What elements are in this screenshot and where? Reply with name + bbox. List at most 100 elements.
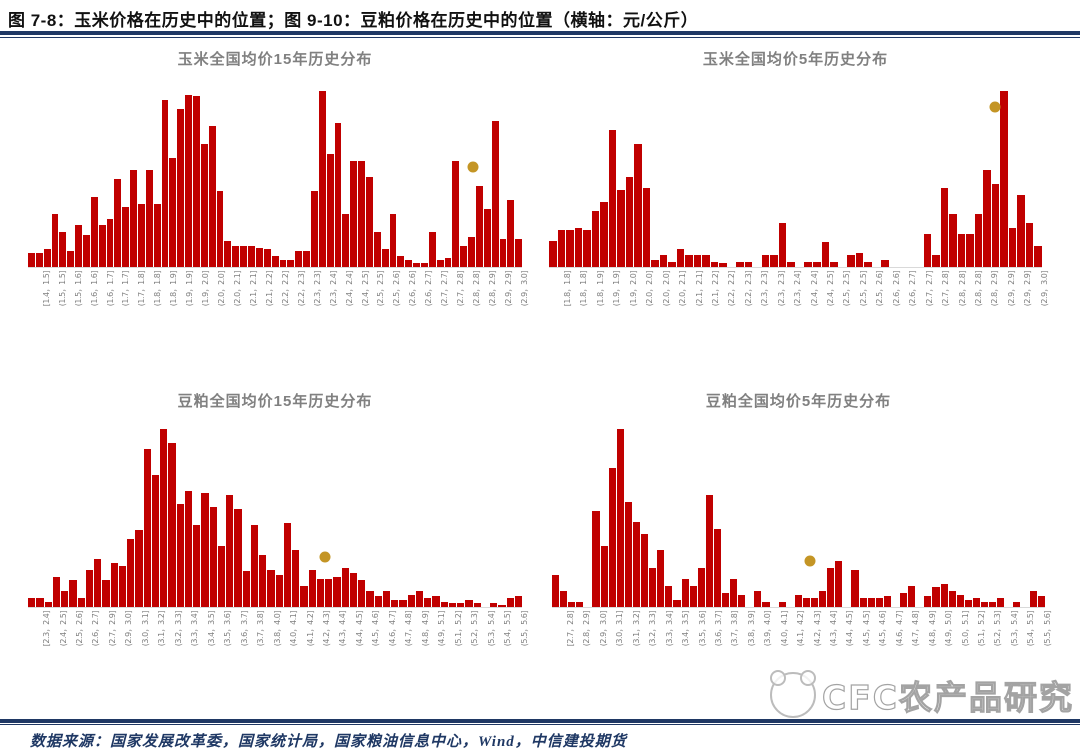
histogram-bar <box>744 261 753 267</box>
x-axis-tick-label: (3.3，3.4] <box>664 611 674 647</box>
histogram-bar <box>1029 590 1037 607</box>
histogram-bar <box>475 186 483 267</box>
histogram-bar <box>325 578 333 607</box>
histogram-bar <box>279 259 287 267</box>
x-axis-tick-label: (2.5，2.5] <box>376 271 386 307</box>
x-axis-tick-label: (5.4，5.5] <box>503 611 513 647</box>
x-axis-tick-label: (4.7，4.8] <box>404 611 414 647</box>
histogram-bar <box>1037 596 1045 607</box>
x-axis-tick-label: (5.0，5.1] <box>960 611 970 647</box>
histogram-bar <box>491 120 499 267</box>
histogram-bar <box>365 177 373 267</box>
histogram-bar <box>143 448 151 607</box>
histogram-bar <box>341 567 349 607</box>
x-axis-tick-label: (2.5，2.6] <box>392 271 402 307</box>
x-axis-tick-label: (1.6，1.6] <box>89 271 99 307</box>
histogram-bar <box>634 143 642 267</box>
histogram-bar <box>583 230 591 267</box>
histogram-bar <box>405 259 413 267</box>
histogram-bar <box>557 230 566 267</box>
x-axis-tick-label: (5.3，5.4] <box>486 611 496 647</box>
histogram-bar <box>209 507 217 607</box>
histogram-bar <box>710 261 719 267</box>
histogram-bar <box>549 240 557 267</box>
histogram-bar <box>721 592 730 607</box>
histogram-bar <box>498 605 506 607</box>
x-axis-tick-label: (1.7，1.8] <box>137 271 147 307</box>
histogram-bar <box>665 585 673 607</box>
x-axis-tick-label: (4.2，4.3] <box>322 611 332 647</box>
x-axis-tick-label: (3.2，3.3] <box>173 611 183 647</box>
chart-soymeal-15y: 豆粕全国均价15年历史分布 [2.3，2.4] (2.4，2.5] (2.5，2.6… <box>28 390 529 708</box>
x-axis-tick-label: (2.4，2.5] <box>360 271 370 307</box>
histogram-bar <box>957 233 966 267</box>
x-axis-tick-label: (2.1，2.2] <box>265 271 275 307</box>
histogram-bar <box>160 429 168 607</box>
histogram-bar <box>514 596 522 607</box>
x-axis-tick-label: (2.4，2.4] <box>344 271 354 307</box>
histogram-bar <box>248 245 255 267</box>
histogram-bar <box>232 245 240 267</box>
x-axis-tick-label: (3.5，3.6] <box>223 611 233 647</box>
page-title: 图 7-8：玉米价格在历史中的位置；图 9-10：豆粕价格在历史中的位置（横轴：… <box>8 11 699 30</box>
histogram-bar <box>940 583 948 607</box>
histogram-bar <box>465 599 473 607</box>
x-axis-tick-label: (4.5，4.5] <box>862 611 872 647</box>
x-axis-tick-label: (2.9，3.0] <box>599 611 609 647</box>
histogram-bar <box>83 235 90 267</box>
histogram-bar <box>989 601 997 607</box>
x-axis-tick-label: (2.0，2.1] <box>233 271 243 307</box>
histogram-bar <box>659 254 668 267</box>
histogram-bar <box>389 214 397 267</box>
histogram-bar <box>75 224 83 267</box>
histogram-bar <box>413 263 420 267</box>
histogram-bar <box>151 475 159 607</box>
histogram-bar <box>407 594 415 607</box>
x-axis-tick-label: (4.1，4.2] <box>796 611 806 647</box>
histogram-bar <box>382 590 390 607</box>
histogram-bar <box>983 170 991 267</box>
x-axis-tick-label: (2.2，2.2] <box>727 271 737 307</box>
histogram-bar <box>794 594 802 607</box>
x-axis-tick-label: (4.6，4.7] <box>388 611 398 647</box>
histogram-bar <box>69 580 77 607</box>
histogram-bar <box>657 550 665 607</box>
histogram-bar <box>420 263 428 267</box>
x-axis-tick-label: (4.1，4.2] <box>305 611 315 647</box>
histogram-bar <box>275 574 283 607</box>
x-axis-tick-label: (3.0，3.1] <box>615 611 625 647</box>
x-axis-tick-label: (1.8，1.8] <box>153 271 163 307</box>
histogram-bar <box>483 208 491 267</box>
histogram-bar <box>300 585 308 607</box>
histogram-bar <box>271 256 279 267</box>
histogram-bar <box>948 590 956 607</box>
histogram-bar <box>61 590 69 607</box>
data-source-note: 数据来源：国家发展改革委，国家统计局，国家粮油信息中心，Wind，中信建投期货 <box>30 734 627 750</box>
histogram-bar <box>67 251 75 267</box>
x-axis-tick-label: (2.9，3.0] <box>124 611 134 647</box>
histogram-bar <box>255 247 263 267</box>
chart-title: 豆粕全国均价5年历史分布 <box>705 393 892 410</box>
histogram-bar <box>600 201 608 267</box>
histogram-bar <box>358 580 366 607</box>
x-axis-tick-label: (2.3，2.3] <box>312 271 322 307</box>
histogram-bar <box>428 231 436 267</box>
current-price-marker <box>804 555 816 567</box>
histogram-bar <box>591 210 600 267</box>
x-axis-tick-label: (2.0，2.0] <box>217 271 227 307</box>
x-axis-tick-label: (4.7，4.8] <box>911 611 921 647</box>
histogram-bar <box>436 259 444 267</box>
x-axis-labels: [1.8，1.8] (1.8，1.8] (1.8，1.9] (1.9，1.9] (1.9… <box>549 270 1049 378</box>
x-axis-tick-label: (2.8，2.8] <box>974 271 984 307</box>
histogram-bar <box>52 576 60 607</box>
histogram-bar <box>972 598 980 607</box>
histogram-bar <box>624 501 632 607</box>
histogram-bar <box>949 214 957 267</box>
histogram-bar <box>184 491 192 607</box>
x-axis-tick-label: (3.1，3.2] <box>157 611 167 647</box>
histogram-bar <box>263 249 271 267</box>
histogram-bar <box>830 261 838 267</box>
histogram-bar <box>738 594 746 607</box>
histogram-bar <box>176 503 184 607</box>
x-axis-tick-label: (2.8，2.9] <box>990 271 1000 307</box>
